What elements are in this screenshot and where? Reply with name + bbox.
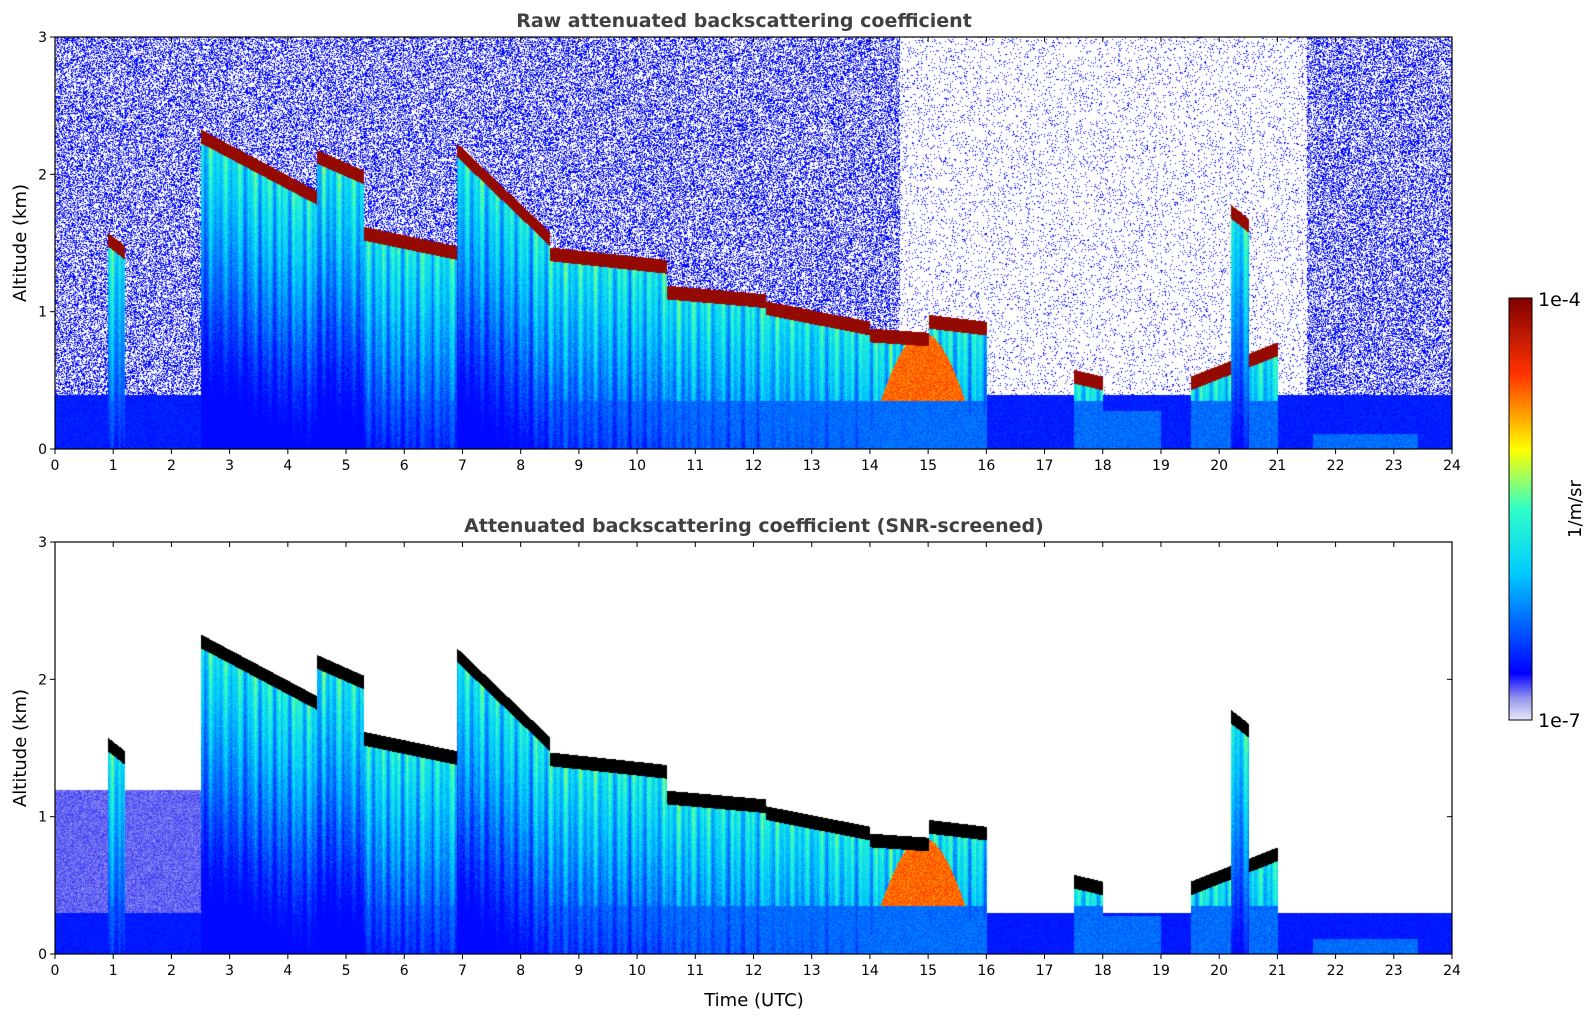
raw-heatmap	[55, 37, 1452, 449]
x-tick-label: 12	[745, 458, 763, 474]
x-tick-label: 20	[1210, 963, 1228, 979]
x-tick-label: 8	[516, 963, 525, 979]
x-tick-label: 21	[1268, 458, 1286, 474]
y-tick-label: 2	[38, 167, 47, 183]
colorbar: 1e-4 1e-7 1/m/sr	[1508, 289, 1586, 732]
x-tick-label: 3	[225, 963, 234, 979]
x-tick-label: 14	[861, 963, 879, 979]
x-tick-label: 1	[109, 458, 118, 474]
screened-y-axis-ticks: 0 1 2 3	[38, 535, 1452, 963]
x-tick-label: 22	[1327, 963, 1345, 979]
raw-panel-title: Raw attenuated backscattering coefficien…	[516, 10, 972, 32]
x-tick-label: 8	[516, 458, 525, 474]
x-tick-label: 18	[1094, 458, 1112, 474]
x-tick-label: 5	[342, 458, 351, 474]
x-tick-label: 4	[283, 963, 292, 979]
screened-heatmap	[55, 542, 1452, 954]
x-tick-label: 0	[51, 963, 60, 979]
x-tick-label: 16	[977, 458, 995, 474]
raw-y-axis-label: Altitude (km)	[10, 184, 31, 302]
x-tick-label: 10	[628, 458, 646, 474]
x-tick-label: 13	[803, 458, 821, 474]
y-tick-label: 3	[38, 30, 47, 46]
x-tick-label: 21	[1268, 963, 1286, 979]
x-tick-label: 0	[51, 458, 60, 474]
snr-screened-panel: Attenuated backscattering coefficient (S…	[10, 515, 1461, 1011]
y-tick-label: 0	[38, 947, 47, 963]
x-tick-label: 19	[1152, 458, 1170, 474]
x-tick-label: 7	[458, 458, 467, 474]
x-tick-label: 9	[574, 963, 583, 979]
x-tick-label: 11	[686, 963, 704, 979]
y-tick-label: 1	[38, 305, 47, 321]
y-tick-label: 0	[38, 442, 47, 458]
x-tick-label: 11	[686, 458, 704, 474]
x-tick-label: 18	[1094, 963, 1112, 979]
x-tick-label: 5	[342, 963, 351, 979]
colorbar-max-label: 1e-4	[1538, 289, 1581, 311]
raw-backscatter-panel: Raw attenuated backscattering coefficien…	[10, 10, 1461, 474]
x-axis-label: Time (UTC)	[703, 990, 804, 1011]
colorbar-gradient	[1508, 297, 1533, 721]
x-tick-label: 9	[574, 458, 583, 474]
x-tick-label: 3	[225, 458, 234, 474]
raw-y-axis-ticks: 0 1 2 3	[38, 30, 1452, 458]
y-tick-label: 1	[38, 810, 47, 826]
x-tick-label: 2	[167, 458, 176, 474]
x-tick-label: 19	[1152, 963, 1170, 979]
x-tick-label: 24	[1443, 963, 1461, 979]
x-tick-label: 20	[1210, 458, 1228, 474]
x-tick-label: 6	[400, 963, 409, 979]
colorbar-unit-label: 1/m/sr	[1565, 479, 1586, 537]
colorbar-min-label: 1e-7	[1538, 710, 1581, 732]
x-tick-label: 13	[803, 963, 821, 979]
x-tick-label: 17	[1036, 458, 1054, 474]
x-tick-label: 17	[1036, 963, 1054, 979]
x-tick-label: 2	[167, 963, 176, 979]
y-tick-label: 2	[38, 672, 47, 688]
y-tick-label: 3	[38, 535, 47, 551]
x-tick-label: 1	[109, 963, 118, 979]
x-tick-label: 14	[861, 458, 879, 474]
x-tick-label: 22	[1327, 458, 1345, 474]
x-tick-label: 23	[1385, 458, 1403, 474]
x-tick-label: 7	[458, 963, 467, 979]
x-tick-label: 16	[977, 963, 995, 979]
screened-x-axis-ticks: 0 1 2 3 4 5 6 7 8 9 10 11 12 13 14 15 16 17 18 19 20 21 22 23 24	[51, 542, 1461, 979]
screened-y-axis-label: Altitude (km)	[10, 689, 31, 807]
x-tick-label: 23	[1385, 963, 1403, 979]
screened-panel-title: Attenuated backscattering coefficient (S…	[464, 515, 1044, 537]
x-tick-label: 12	[745, 963, 763, 979]
raw-x-axis-ticks: 0 1 2 3 4 5 6 7 8 9 10 11 12 13 14 15 16 17 18 19 20 21 22 23 24	[51, 37, 1461, 474]
x-tick-label: 4	[283, 458, 292, 474]
x-tick-label: 15	[919, 458, 937, 474]
x-tick-label: 15	[919, 963, 937, 979]
x-tick-label: 6	[400, 458, 409, 474]
x-tick-label: 10	[628, 963, 646, 979]
x-tick-label: 24	[1443, 458, 1461, 474]
